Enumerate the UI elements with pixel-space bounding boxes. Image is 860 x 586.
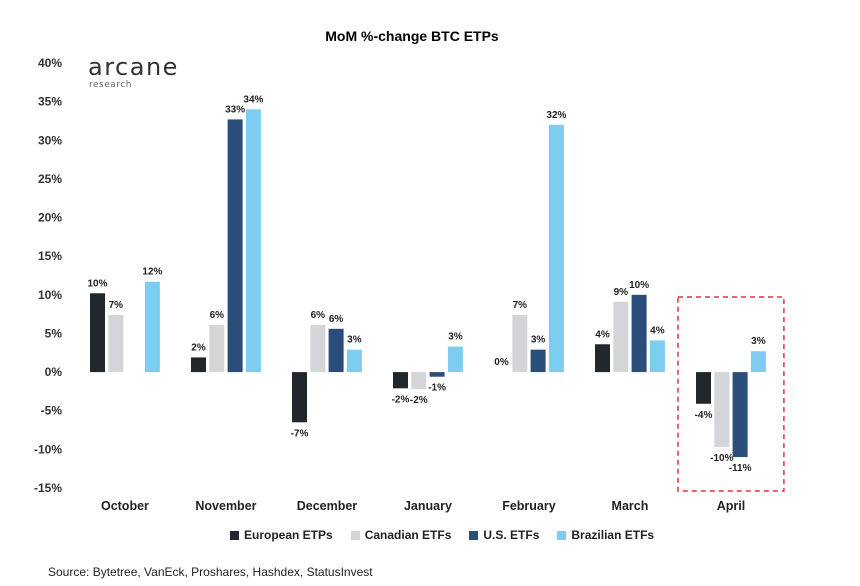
bar-data-label: -10% <box>710 453 733 464</box>
bar <box>429 372 445 377</box>
bar-data-label: 0% <box>494 357 509 368</box>
bar <box>310 324 326 373</box>
bar <box>631 294 647 373</box>
legend-swatch <box>230 530 239 540</box>
bar <box>613 301 629 373</box>
x-category-label: January <box>404 499 452 513</box>
y-tick-label: 10% <box>38 288 62 302</box>
legend-item: Canadian ETFs <box>350 528 452 542</box>
april-highlight-box <box>677 296 785 492</box>
legend-item: U.S. ETFs <box>469 528 539 542</box>
bar <box>292 372 307 423</box>
bar <box>649 340 665 373</box>
chart-legend: European ETPs Canadian ETFs U.S. ETFs Brazi… <box>230 528 654 542</box>
y-tick-label: 20% <box>38 211 62 225</box>
y-tick-label: -5% <box>41 404 63 418</box>
bar <box>447 346 463 373</box>
bar <box>209 324 225 373</box>
bar <box>346 349 362 373</box>
bar <box>227 119 243 373</box>
y-tick-label: 30% <box>38 133 62 147</box>
bar-data-label: 2% <box>191 342 206 353</box>
x-category-label: October <box>101 499 149 513</box>
x-category-label: December <box>297 499 358 513</box>
legend-label: Brazilian ETFs <box>571 528 655 542</box>
bar-data-label: 3% <box>448 332 463 343</box>
bar-data-label: -7% <box>291 428 309 439</box>
legend-swatch <box>557 530 567 540</box>
x-category-label: April <box>717 499 745 513</box>
bar <box>732 372 748 458</box>
bar-data-label: 6% <box>210 310 225 321</box>
bar-data-label: 10% <box>87 278 107 289</box>
source-note: Source: Bytetree, VanEck, Proshares, Has… <box>48 565 373 579</box>
bar-data-label: 3% <box>531 335 546 346</box>
y-tick-label: 25% <box>38 172 62 186</box>
bar <box>714 372 730 448</box>
y-tick-label: -10% <box>34 442 62 456</box>
legend-item: European ETPs <box>230 528 333 542</box>
bar-data-label: 3% <box>347 335 362 346</box>
y-tick-label: -15% <box>34 481 62 495</box>
arcane-logo: arcane research <box>88 54 179 90</box>
x-category-label: February <box>502 499 556 513</box>
bar <box>530 349 546 373</box>
legend-swatch <box>350 530 360 540</box>
logo-sub: research <box>89 80 132 90</box>
bar <box>328 328 344 373</box>
bar <box>108 314 124 373</box>
bar-data-label: 12% <box>142 267 162 278</box>
bar <box>512 314 528 373</box>
bars-group: 10%7%12%2%6%33%34%-7%6% 6%3%-2% -2%-1%3%0%… <box>87 94 766 474</box>
bar-data-label: -4% <box>695 410 713 421</box>
bar <box>90 293 105 373</box>
bar <box>750 351 766 373</box>
bar-data-label: 4% <box>650 325 665 336</box>
bar-data-label: 6% <box>329 314 344 325</box>
y-tick-label: 40% <box>38 56 62 70</box>
legend-label: U.S. ETFs <box>483 528 540 542</box>
bar-data-label: 7% <box>109 300 124 311</box>
chart-title: MoM %-change BTC ETPs <box>325 28 499 44</box>
y-tick-label: 0% <box>45 365 63 379</box>
bar-data-label: -1% <box>428 383 446 394</box>
x-category-label: November <box>195 499 256 513</box>
bar <box>595 344 610 373</box>
bar <box>411 372 427 390</box>
bar-data-label: 6% <box>311 310 326 321</box>
legend-label: European ETPs <box>244 528 333 542</box>
x-category-label: March <box>612 499 649 513</box>
bar-data-label: -11% <box>729 463 752 474</box>
legend-item: Brazilian ETFs <box>557 528 654 542</box>
y-axis: 40% 35% 30% 25% 20% 15% 10% 5% 0% -5% -10% -15% <box>34 56 62 495</box>
bar <box>245 109 261 373</box>
bar-data-label: 33% <box>225 104 245 115</box>
bar-data-label: -2% <box>392 394 410 405</box>
legend-label: Canadian ETFs <box>364 528 452 542</box>
bar <box>191 357 206 373</box>
y-tick-label: 35% <box>38 95 62 109</box>
bar-data-label: 3% <box>751 336 766 347</box>
legend-swatch <box>469 530 479 540</box>
logo-word: arcane <box>88 53 179 81</box>
bar <box>144 281 160 373</box>
bar-data-label: 10% <box>629 280 649 291</box>
bar <box>548 124 564 373</box>
bar-data-label: 34% <box>243 94 263 105</box>
y-tick-label: 15% <box>38 249 62 263</box>
bar-data-label: 32% <box>546 110 566 121</box>
y-tick-label: 5% <box>45 326 63 340</box>
bar-data-label: 7% <box>513 300 528 311</box>
bar <box>696 372 711 404</box>
bar <box>393 372 408 389</box>
bar-data-label: 9% <box>614 287 629 298</box>
x-axis: October November December January February Ma… <box>101 499 745 513</box>
bar-data-label: -2% <box>410 395 428 406</box>
bar-data-label: 4% <box>595 329 610 340</box>
